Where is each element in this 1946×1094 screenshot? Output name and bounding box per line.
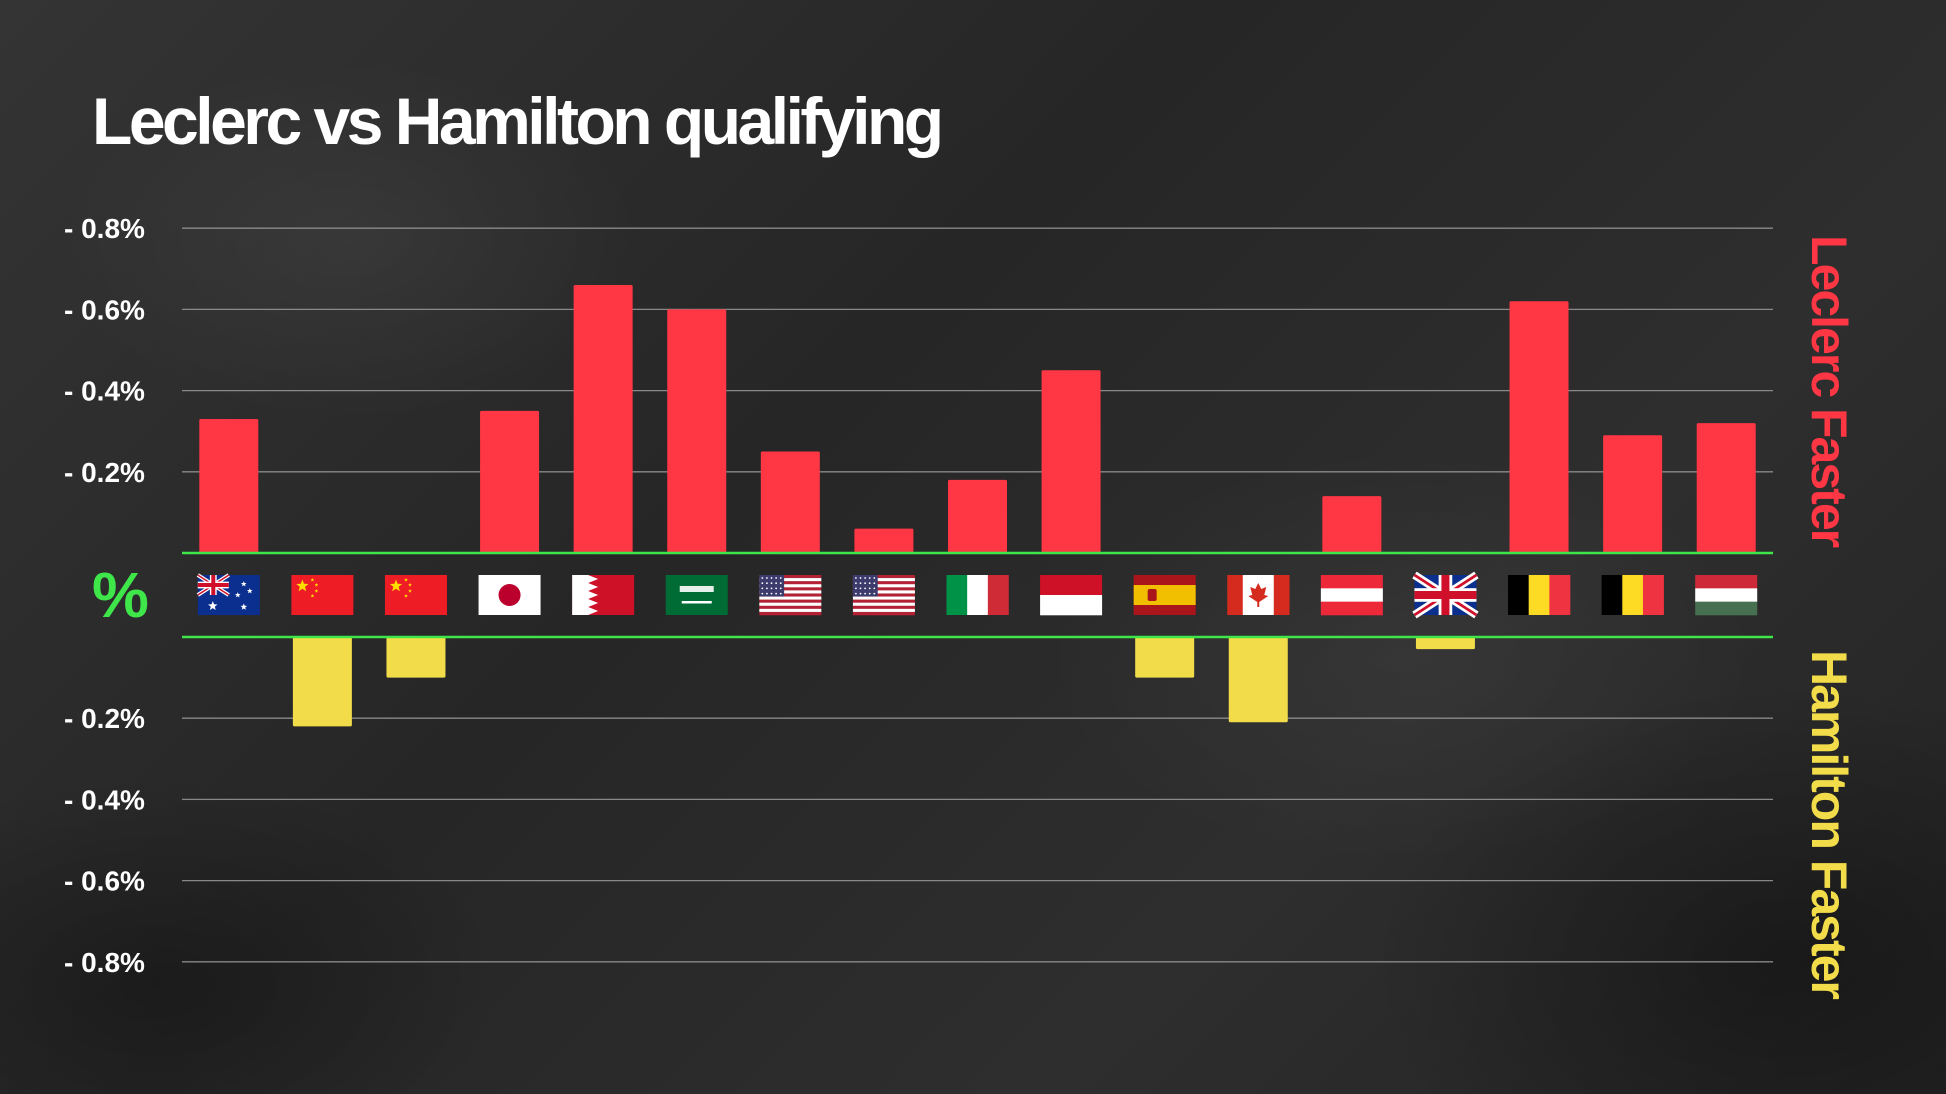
bar-leclerc-faster — [573, 285, 633, 553]
y-tick-label: - 0.8% — [64, 213, 145, 244]
bar-hamilton-faster — [292, 637, 352, 727]
bar-leclerc-faster — [667, 309, 727, 553]
bar-leclerc-faster — [1603, 435, 1663, 553]
gb-flag-icon — [1412, 571, 1479, 619]
us-flag-icon — [852, 575, 915, 616]
cn-flag-icon — [384, 575, 447, 615]
bar-leclerc-faster — [1322, 496, 1382, 553]
bar-leclerc-faster — [854, 528, 914, 553]
be-flag-icon — [1601, 575, 1664, 615]
hamilton-faster-label: Hamilton Faster — [1801, 650, 1857, 999]
chart-title: Leclerc vs Hamilton qualifying — [92, 84, 944, 158]
ca-flag-icon — [1227, 575, 1290, 615]
be-flag-icon — [1508, 575, 1571, 615]
bar-hamilton-faster — [1135, 637, 1195, 678]
bar-hamilton-faster — [1228, 637, 1288, 723]
bar-hamilton-faster — [386, 637, 446, 678]
bh-flag-icon — [572, 575, 635, 615]
y-tick-label: - 0.4% — [64, 784, 145, 815]
bar-leclerc-faster — [760, 451, 820, 553]
us-flag-icon — [759, 575, 822, 616]
mc-flag-icon — [1040, 575, 1103, 616]
bars — [199, 285, 1756, 727]
bar-hamilton-faster — [1415, 637, 1475, 650]
es-flag-icon — [1133, 575, 1196, 615]
au-flag-icon — [196, 573, 260, 615]
bar-leclerc-faster — [948, 479, 1007, 553]
category-flags — [196, 571, 1758, 619]
cn-flag-icon — [291, 575, 354, 615]
sa-flag-icon — [665, 575, 728, 615]
bar-leclerc-faster — [1041, 370, 1101, 553]
bar-leclerc-faster — [199, 419, 259, 553]
at-flag-icon — [1320, 575, 1383, 616]
bar-leclerc-faster — [1696, 423, 1756, 553]
y-tick-label: - 0.2% — [64, 457, 145, 488]
y-tick-label: - 0.2% — [64, 703, 145, 734]
y-tick-label: - 0.4% — [64, 376, 145, 407]
y-tick-label: - 0.6% — [64, 294, 145, 325]
y-axis-unit-label: % — [92, 559, 149, 631]
y-tick-label: - 0.6% — [64, 866, 145, 897]
y-axis-ticks: - 0.8% - 0.6% - 0.4% - 0.2% - 0.2% - 0.4% - 0.… — [64, 213, 145, 978]
it-flag-icon — [946, 575, 1009, 615]
leclerc-faster-label: Leclerc Faster — [1801, 235, 1857, 548]
grid-lines — [182, 227, 1773, 963]
hu-flag-icon — [1695, 575, 1758, 616]
bar-leclerc-faster — [1509, 301, 1569, 553]
y-tick-label: - 0.8% — [64, 947, 145, 978]
jp-flag-icon — [478, 575, 541, 615]
bar-leclerc-faster — [480, 410, 540, 553]
